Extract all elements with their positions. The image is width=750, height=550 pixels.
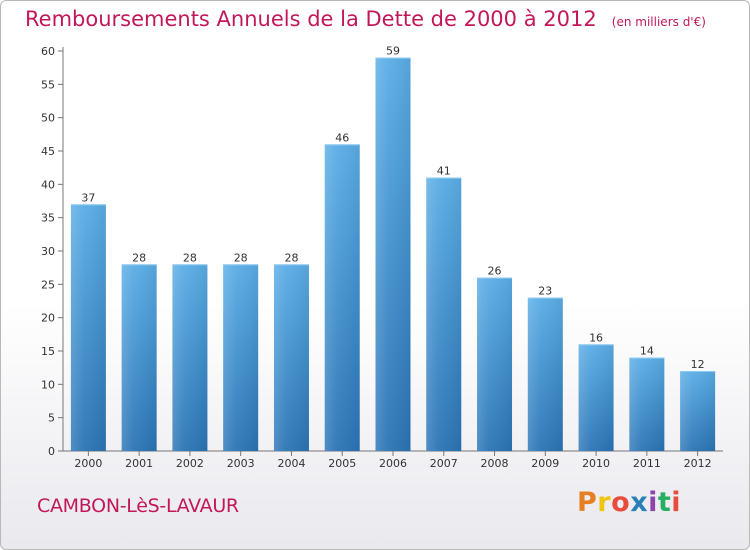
bar-shine-2001 [121,264,157,451]
x-tick-label: 2003 [227,457,255,470]
logo-letter: P [577,487,598,518]
data-label-2010: 16 [589,331,603,344]
data-label-2002: 28 [183,251,197,264]
chart-title: Remboursements Annuels de la Dette de 20… [25,7,597,31]
y-tick-label: 20 [41,312,55,325]
bar-shine-2000 [70,204,106,451]
x-tick-label: 2006 [379,457,407,470]
bar-shine-2012 [680,371,716,451]
axes: 0 5 10 15 20 25 30 35 40 45 50 55 60 2000 2001 2002 2003… [41,45,723,470]
commune-name: CAMBON-LèS-LAVAUR [37,495,239,517]
logo-letter: i [671,487,682,518]
bar-shine-2010 [578,344,614,451]
y-tick-label: 10 [41,378,55,391]
y-tick-label: 25 [41,278,55,291]
x-tick-label: 2008 [481,457,509,470]
x-tick-label: 2010 [582,457,610,470]
data-label-2000: 37 [81,191,95,204]
y-tick-label: 45 [41,145,55,158]
y-tick-label: 60 [41,45,55,58]
data-label-2005: 46 [335,131,349,144]
y-tick-label: 15 [41,345,55,358]
bar-shine-2003 [223,264,259,451]
data-label-2009: 23 [538,285,552,298]
data-label-2004: 28 [284,251,298,264]
logo-letter: x [630,487,649,518]
y-tick-label: 35 [41,212,55,225]
x-tick-label: 2011 [633,457,661,470]
bar-shine-2005 [324,144,360,452]
y-tick-label: 5 [48,412,55,425]
x-tick-label: 2005 [328,457,356,470]
x-tick-label: 2009 [531,457,559,470]
x-tick-label: 2007 [430,457,458,470]
y-tick-label: 50 [41,112,55,125]
y-tick-label: 40 [41,178,55,191]
y-tick-label: 30 [41,245,55,258]
x-tick-label: 2012 [684,457,712,470]
x-tick-label: 2002 [176,457,204,470]
data-label-2008: 26 [488,265,502,278]
logo-letter: t [657,487,672,518]
data-labels: 37 28 28 28 28 46 59 41 26 23 16 14 12 [81,45,704,371]
bar-shine-2007 [426,177,462,451]
y-tick-label: 0 [48,445,55,458]
data-label-2006: 59 [386,45,400,58]
bar-shine-2009 [527,297,563,451]
data-label-2012: 12 [691,358,705,371]
bar-shine-2011 [629,357,665,451]
bar-shine-2002 [172,264,208,451]
data-label-2003: 28 [234,251,248,264]
proxiti-logo: Proxiti [577,487,681,518]
x-tick-label: 2004 [277,457,305,470]
bar-shine-2006 [375,57,411,452]
title-row: Remboursements Annuels de la Dette de 20… [25,7,706,31]
y-tick-label: 55 [41,78,55,91]
bar-shine-2004 [273,264,309,451]
logo-letter: i [648,487,658,518]
logo-letter: r [597,487,612,518]
unit-note: (en milliers d'€) [611,15,706,29]
data-label-2001: 28 [132,251,146,264]
bars [70,57,716,452]
x-tick-label: 2000 [74,457,102,470]
x-tick-label: 2001 [125,457,153,470]
data-label-2011: 14 [640,345,654,358]
data-label-2007: 41 [437,165,451,178]
bar-shine-2008 [477,277,513,451]
logo-letter: o [611,487,631,518]
